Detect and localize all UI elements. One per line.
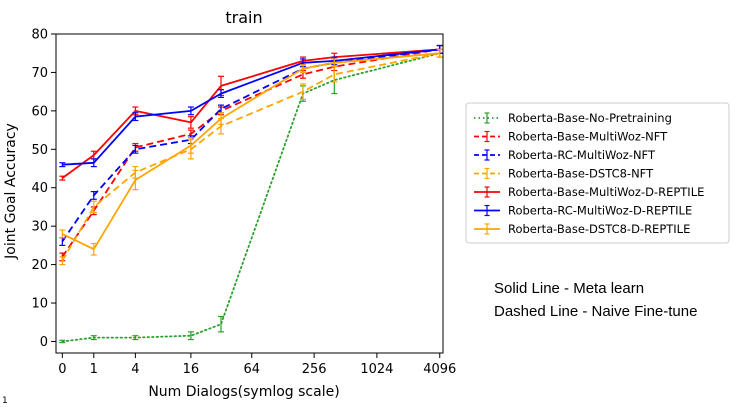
legend-label: Roberta-RC-MultiWoz-D-REPTILE [508, 204, 692, 218]
legend-item: Roberta-RC-MultiWoz-D-REPTILE [474, 204, 692, 218]
series-line [61, 52, 441, 343]
legend-item: Roberta-Base-DSTC8-NFT [474, 167, 654, 181]
x-tick-label: 256 [302, 362, 327, 377]
x-tick-label: 4 [131, 362, 139, 377]
legend-label: Roberta-Base-MultiWoz-NFT [508, 130, 668, 144]
series-group [59, 48, 443, 344]
legend-item: Roberta-Base-MultiWoz-D-REPTILE [474, 185, 704, 199]
legend-item: Roberta-Base-DSTC8-D-REPTILE [474, 222, 690, 236]
legend-label: Roberta-RC-MultiWoz-NFT [508, 148, 656, 162]
legend-label: Roberta-Base-No-Pretraining [508, 111, 672, 125]
x-axis-label: Num Dialogs(symlog scale) [148, 384, 339, 400]
chart-title: train [225, 8, 262, 27]
y-tick-label: 40 [31, 181, 48, 196]
series-line [62, 48, 440, 166]
series-line [61, 48, 440, 258]
y-tick-label: 20 [31, 258, 48, 273]
legend: Roberta-Base-No-Pretraining Roberta-Base-… [465, 102, 730, 244]
y-axis-label: Joint Goal Accuracy [3, 123, 19, 260]
y-tick-label: 50 [31, 143, 48, 158]
series-group [59, 44, 443, 262]
y-tick-label: 0 [40, 335, 48, 350]
y-tick-label: 70 [31, 66, 48, 81]
x-tick-label: 1024 [360, 362, 393, 377]
x-tick-label: 64 [243, 362, 260, 377]
x-tick-label: 4096 [423, 362, 456, 377]
legend-label: Roberta-Base-MultiWoz-D-REPTILE [508, 185, 704, 199]
series-line [61, 52, 440, 262]
series-line [61, 48, 440, 179]
x-tick-label: 16 [183, 362, 200, 377]
y-tick-label: 10 [31, 297, 48, 312]
y-tick-label: 80 [31, 28, 48, 43]
series-group [59, 48, 443, 256]
footnote: 1 [2, 396, 8, 406]
y-tick-label: 60 [31, 104, 48, 119]
series-line [61, 48, 440, 243]
legend-item: Roberta-RC-MultiWoz-NFT [474, 148, 656, 162]
note-solid-line: Solid Line - Meta learn [494, 280, 645, 297]
legend-frame [465, 102, 730, 244]
x-tick-label: 1 [90, 362, 98, 377]
legend-label: Roberta-Base-DSTC8-NFT [508, 167, 654, 181]
plot-area [59, 44, 443, 344]
series-line [61, 52, 440, 251]
legend-item: Roberta-Base-MultiWoz-NFT [474, 130, 668, 144]
y-tick-label: 30 [31, 220, 48, 235]
x-tick-label: 0 [58, 362, 66, 377]
legend-label: Roberta-Base-DSTC8-D-REPTILE [508, 222, 690, 236]
note-dashed-line: Dashed Line - Naive Fine-tune [494, 303, 698, 320]
plot-frame [55, 33, 444, 354]
series-group [59, 44, 443, 246]
legend-item: Roberta-Base-No-Pretraining [474, 111, 672, 125]
axes: 0 10 20 30 40 50 60 70 80 0 1 4 16 64 256 1024 4096 [31, 28, 456, 378]
